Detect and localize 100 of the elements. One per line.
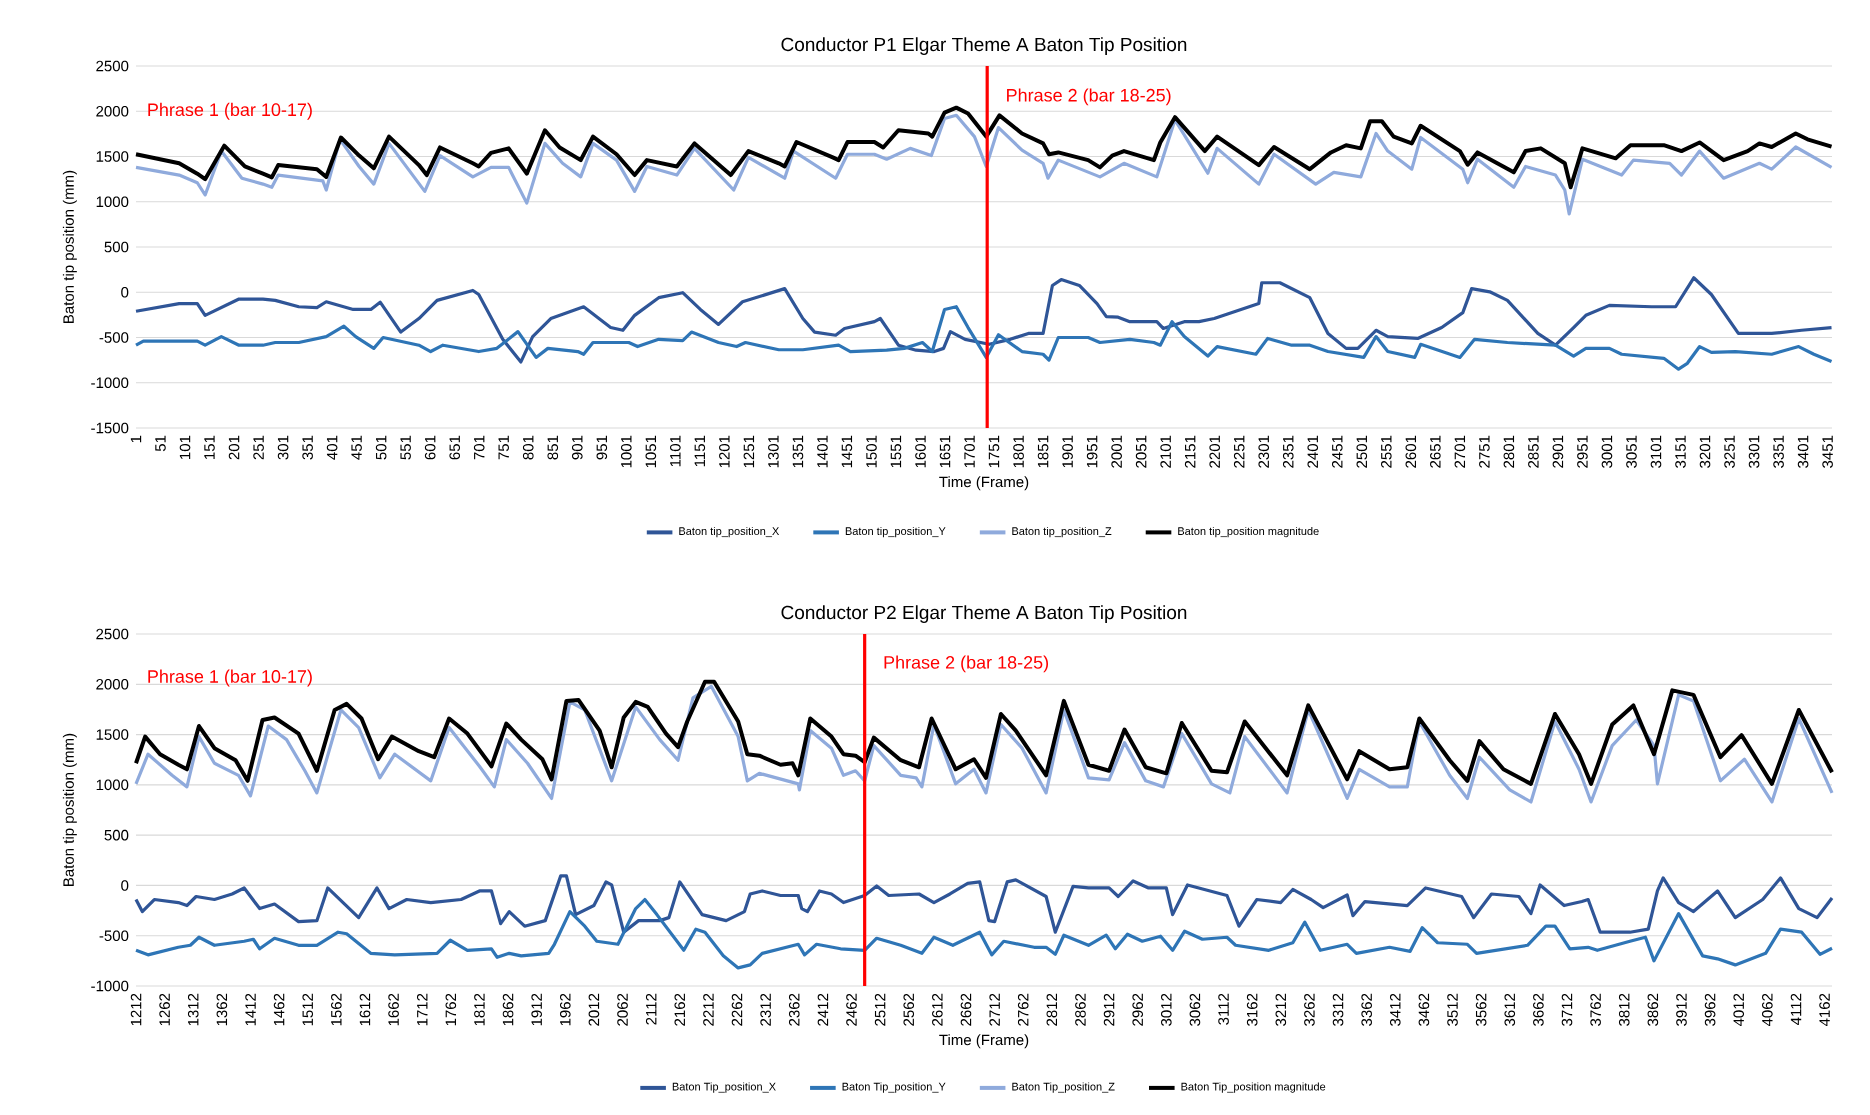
x-tick-label: 1201 xyxy=(719,435,730,468)
x-tick-label: 1862 xyxy=(502,993,514,1026)
annotation: Phrase 2 (bar 18-25) xyxy=(1007,88,1171,106)
y-tick-label: 1000 xyxy=(96,196,129,208)
x-tick-label: 4012 xyxy=(1733,993,1745,1027)
x-tick-label: 501 xyxy=(375,435,387,460)
y-tick-label: -500 xyxy=(99,930,129,942)
x-tick-label: 2362 xyxy=(788,993,800,1026)
x-tick-label: 3101 xyxy=(1650,435,1662,468)
line-series xyxy=(134,305,1834,371)
x-tick-label: 2312 xyxy=(760,993,771,1026)
x-tick-label: 451 xyxy=(351,435,362,460)
x-tick-label: 3001 xyxy=(1601,435,1613,468)
x-tick-label: 2101 xyxy=(1160,435,1171,468)
y-axis-title: Baton tip position (mm) xyxy=(62,170,77,323)
x-tick-label: 3412 xyxy=(1389,993,1401,1026)
x-tick-label: 2812 xyxy=(1046,993,1058,1026)
y-tick-label: -1000 xyxy=(91,377,129,389)
x-tick-label: 1951 xyxy=(1086,435,1098,468)
x-tick-label: 2712 xyxy=(989,993,1000,1026)
x-tick-label: 1501 xyxy=(866,435,877,468)
x-tick-label: 2151 xyxy=(1184,435,1196,468)
x-tick-label: 2162 xyxy=(674,993,686,1026)
x-tick-label: 151 xyxy=(204,435,215,459)
x-axis-title: Time (Frame) xyxy=(939,1034,1029,1049)
chart-title: Conductor P2 Elgar Theme A Baton Tip Position xyxy=(781,605,1187,623)
x-tick-label: 1901 xyxy=(1062,435,1073,468)
x-tick-label: 2851 xyxy=(1528,435,1539,468)
annotation: Phrase 1 (bar 10-17) xyxy=(148,669,312,687)
y-tick-label: -500 xyxy=(99,332,129,343)
x-tick-label: 1451 xyxy=(841,435,853,468)
x-tick-label: 2301 xyxy=(1258,435,1270,468)
x-tick-label: 2351 xyxy=(1282,435,1294,468)
x-tick-label: 401 xyxy=(326,435,338,460)
x-tick-label: 1851 xyxy=(1037,435,1049,468)
y-tick-label: 1500 xyxy=(96,151,129,162)
x-tick-label: 301 xyxy=(277,435,289,460)
x-tick-label: 2651 xyxy=(1430,435,1441,468)
x-tick-label: 1512 xyxy=(302,993,314,1026)
x-tick-label: 3762 xyxy=(1590,993,1601,1026)
x-tick-label: 3151 xyxy=(1675,435,1686,468)
legend-label: Baton tip_position magnitude xyxy=(1178,526,1319,538)
x-tick-label: 3712 xyxy=(1561,993,1573,1026)
y-tick-label: 1000 xyxy=(96,779,129,791)
x-tick-label: 2951 xyxy=(1577,435,1588,468)
x-tick-label: 351 xyxy=(302,435,313,460)
y-tick-label: 2000 xyxy=(96,105,129,117)
x-tick-label: 2801 xyxy=(1503,435,1515,468)
x-tick-label: 1301 xyxy=(768,435,779,468)
x-tick-label: 4062 xyxy=(1762,993,1773,1027)
y-tick-label: 500 xyxy=(104,241,129,253)
x-tick-label: 3162 xyxy=(1246,993,1258,1026)
x-tick-label: 1701 xyxy=(964,435,975,468)
x-tick-label: 2462 xyxy=(846,993,857,1026)
y-tick-label: 2500 xyxy=(96,628,129,640)
x-tick-label: 3201 xyxy=(1699,435,1711,468)
x-tick-label: 3562 xyxy=(1475,993,1487,1026)
x-tick-label: 1312 xyxy=(187,993,199,1026)
legend-label: Baton Tip_position_Z xyxy=(1012,1082,1115,1093)
line-series xyxy=(134,874,1834,934)
x-tick-label: 751 xyxy=(498,435,509,460)
x-tick-label: 1362 xyxy=(216,993,228,1026)
x-tick-label: 651 xyxy=(449,435,461,460)
x-tick-label: 3451 xyxy=(1822,435,1833,468)
y-tick-label: 500 xyxy=(104,829,129,841)
x-tick-label: 2451 xyxy=(1331,435,1343,468)
x-tick-label: 951 xyxy=(596,435,608,460)
x-tick-label: 1462 xyxy=(273,993,285,1026)
y-tick-label: -1500 xyxy=(91,422,129,434)
x-tick-label: 3262 xyxy=(1304,993,1315,1026)
x-tick-label: 2912 xyxy=(1103,993,1115,1026)
y-tick-label: 0 xyxy=(121,286,129,298)
x-tick-label: 1101 xyxy=(670,435,681,467)
x-tick-label: 3362 xyxy=(1361,993,1372,1026)
x-tick-label: 51 xyxy=(155,435,166,452)
x-tick-label: 3062 xyxy=(1189,993,1201,1026)
x-tick-label: 2412 xyxy=(817,993,829,1026)
x-tick-label: 1801 xyxy=(1013,435,1024,468)
x-tick-label: 851 xyxy=(547,435,559,460)
x-tick-label: 2751 xyxy=(1479,435,1490,468)
x-tick-label: 2962 xyxy=(1132,993,1144,1026)
x-tick-label: 1251 xyxy=(743,435,755,468)
x-tick-label: 3612 xyxy=(1504,993,1516,1026)
x-tick-label: 1412 xyxy=(245,993,256,1026)
x-tick-label: 4112 xyxy=(1790,993,1802,1025)
x-tick-label: 2001 xyxy=(1111,435,1122,468)
x-tick-label: 3662 xyxy=(1533,993,1544,1026)
x-tick-label: 2012 xyxy=(588,993,600,1026)
x-tick-label: 2262 xyxy=(731,993,743,1026)
x-tick-label: 2862 xyxy=(1075,993,1086,1026)
line-series xyxy=(134,897,1834,970)
x-tick-label: 1651 xyxy=(939,435,951,468)
x-tick-label: 2112 xyxy=(645,993,657,1025)
x-tick-label: 1751 xyxy=(988,435,1000,468)
x-tick-label: 2212 xyxy=(703,993,714,1026)
x-tick-label: 3251 xyxy=(1724,435,1735,468)
x-tick-label: 1712 xyxy=(416,993,428,1026)
line-series xyxy=(134,276,1834,364)
x-tick-label: 2601 xyxy=(1405,435,1417,468)
x-tick-label: 1051 xyxy=(645,435,657,468)
